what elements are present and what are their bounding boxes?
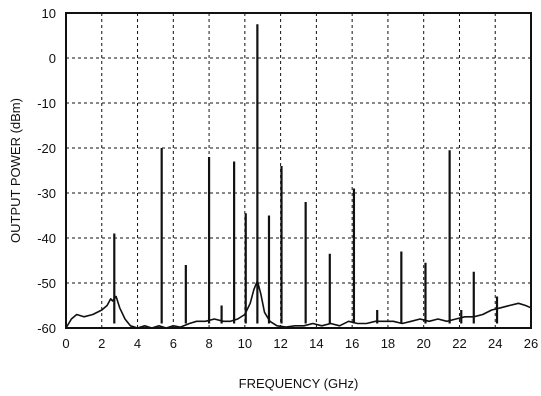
y-tick-label: -50 xyxy=(37,276,56,291)
y-tick-label: -60 xyxy=(37,321,56,336)
plot-traces xyxy=(65,24,532,329)
x-tick-label: 24 xyxy=(488,336,502,351)
y-tick-label: 0 xyxy=(49,51,56,66)
x-tick-label: 22 xyxy=(452,336,466,351)
x-tick-label: 0 xyxy=(62,336,69,351)
x-tick-label: 12 xyxy=(273,336,287,351)
y-tick-label: 10 xyxy=(42,6,56,21)
x-tick-label: 10 xyxy=(238,336,252,351)
grid xyxy=(66,13,531,328)
y-axis-title: OUTPUT POWER (dBm) xyxy=(8,98,23,243)
plot-frame xyxy=(65,12,532,329)
x-tick-label: 20 xyxy=(416,336,430,351)
x-tick-label: 6 xyxy=(170,336,177,351)
x-tick-label: 8 xyxy=(205,336,212,351)
y-tick-label: -30 xyxy=(37,186,56,201)
y-tick-label: -10 xyxy=(37,96,56,111)
y-tick-label: -40 xyxy=(37,231,56,246)
x-tick-label: 14 xyxy=(309,336,323,351)
noise-floor-trace xyxy=(65,280,532,329)
x-tick-label: 18 xyxy=(381,336,395,351)
x-tick-label: 4 xyxy=(134,336,141,351)
x-axis-title: FREQUENCY (GHz) xyxy=(239,376,359,391)
tick-labels: 0 2 4 6 8 10 12 14 16 18 20 22 24 26100-10-20-30-40-5… xyxy=(37,6,538,351)
y-tick-label: -20 xyxy=(37,141,56,156)
x-tick-label: 26 xyxy=(524,336,538,351)
x-tick-label: 2 xyxy=(98,336,105,351)
x-tick-label: 16 xyxy=(345,336,359,351)
